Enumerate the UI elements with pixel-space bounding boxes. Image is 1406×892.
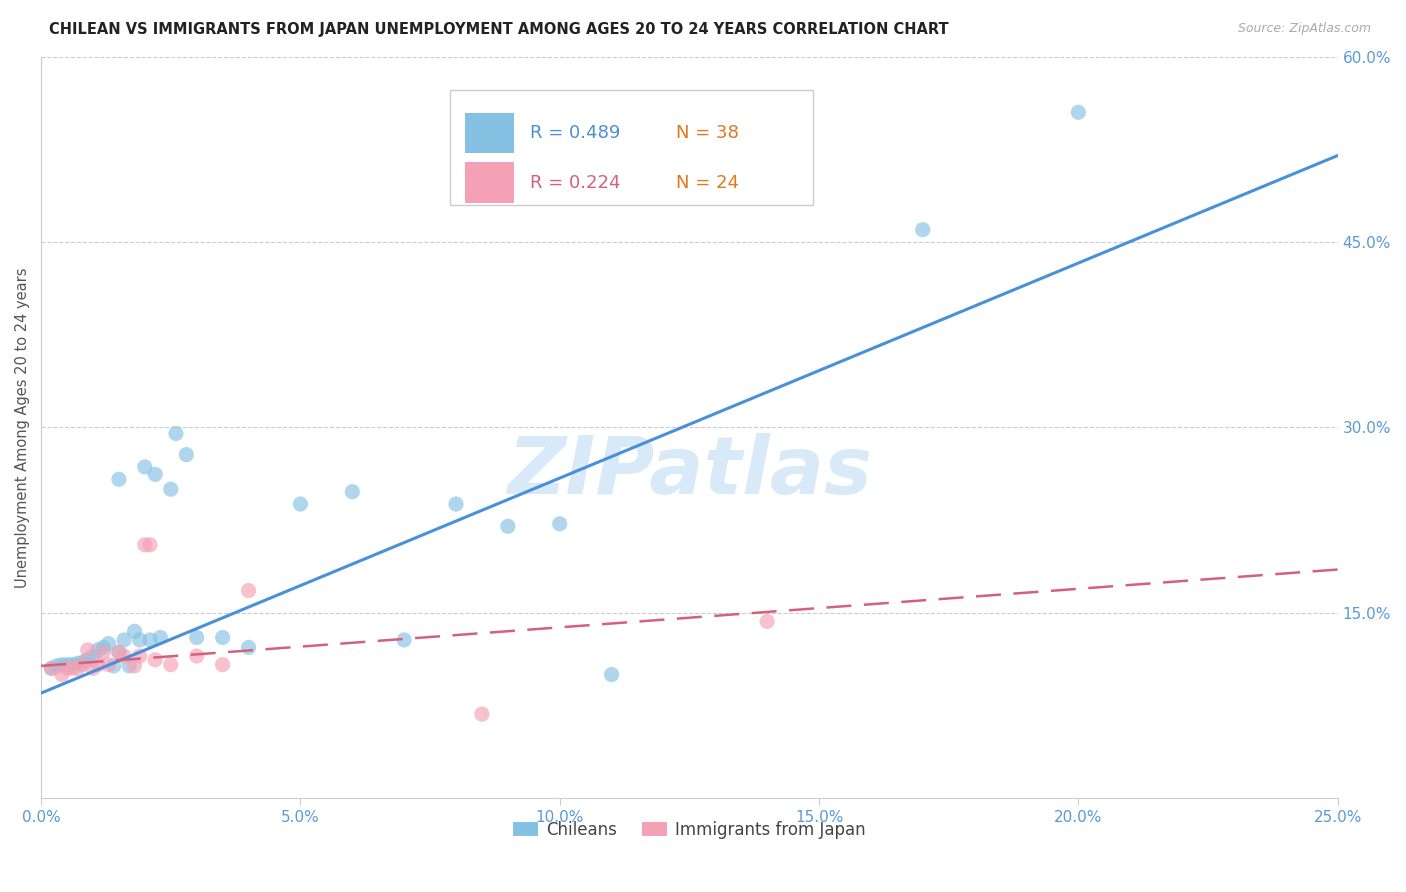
Immigrants from Japan <box>60 661 83 675</box>
Chileans <box>186 631 208 645</box>
Chileans <box>72 655 94 669</box>
Chileans <box>165 426 187 441</box>
Immigrants from Japan <box>76 643 98 657</box>
Chileans <box>103 659 125 673</box>
Chileans <box>41 661 63 675</box>
Chileans <box>1067 105 1090 120</box>
Chileans <box>342 484 364 499</box>
Immigrants from Japan <box>471 707 494 722</box>
Chileans <box>444 497 467 511</box>
Immigrants from Japan <box>134 538 156 552</box>
Text: Source: ZipAtlas.com: Source: ZipAtlas.com <box>1237 22 1371 36</box>
Immigrants from Japan <box>143 653 166 667</box>
Text: N = 38: N = 38 <box>676 124 740 142</box>
Immigrants from Japan <box>159 657 181 672</box>
Chileans <box>93 640 115 655</box>
Legend: Chileans, Immigrants from Japan: Chileans, Immigrants from Japan <box>506 814 873 846</box>
Chileans <box>60 657 83 672</box>
Immigrants from Japan <box>112 648 135 663</box>
Chileans <box>76 653 98 667</box>
Chileans <box>211 631 233 645</box>
Chileans <box>159 482 181 496</box>
Chileans <box>87 643 110 657</box>
Chileans <box>45 659 67 673</box>
Chileans <box>392 632 415 647</box>
Chileans <box>51 657 73 672</box>
Chileans <box>66 657 89 671</box>
Chileans <box>496 519 519 533</box>
Immigrants from Japan <box>87 657 110 672</box>
Chileans <box>139 632 162 647</box>
Text: R = 0.224: R = 0.224 <box>530 174 620 192</box>
Immigrants from Japan <box>756 615 779 629</box>
Immigrants from Japan <box>51 667 73 681</box>
Chileans <box>149 631 172 645</box>
Chileans <box>124 624 146 639</box>
Chileans <box>128 632 150 647</box>
Y-axis label: Unemployment Among Ages 20 to 24 years: Unemployment Among Ages 20 to 24 years <box>15 268 30 588</box>
Immigrants from Japan <box>41 661 63 675</box>
Chileans <box>290 497 312 511</box>
Immigrants from Japan <box>139 538 162 552</box>
Text: R = 0.489: R = 0.489 <box>530 124 620 142</box>
Chileans <box>97 637 120 651</box>
FancyBboxPatch shape <box>465 162 515 203</box>
Chileans <box>176 448 198 462</box>
Text: ZIPatlas: ZIPatlas <box>508 433 872 511</box>
Immigrants from Japan <box>128 648 150 663</box>
Immigrants from Japan <box>66 661 89 675</box>
Text: CHILEAN VS IMMIGRANTS FROM JAPAN UNEMPLOYMENT AMONG AGES 20 TO 24 YEARS CORRELAT: CHILEAN VS IMMIGRANTS FROM JAPAN UNEMPLO… <box>49 22 949 37</box>
Chileans <box>911 222 934 236</box>
Immigrants from Japan <box>93 645 115 659</box>
Chileans <box>134 459 156 474</box>
Chileans <box>112 632 135 647</box>
Chileans <box>548 516 571 531</box>
Chileans <box>118 659 141 673</box>
Immigrants from Japan <box>108 645 131 659</box>
Immigrants from Japan <box>56 661 79 675</box>
Text: N = 24: N = 24 <box>676 174 740 192</box>
Chileans <box>600 667 623 681</box>
Immigrants from Japan <box>97 657 120 672</box>
Immigrants from Japan <box>186 648 208 663</box>
Immigrants from Japan <box>72 657 94 672</box>
Chileans <box>238 640 260 655</box>
Chileans <box>108 472 131 486</box>
Chileans <box>56 657 79 672</box>
FancyBboxPatch shape <box>450 90 813 205</box>
Immigrants from Japan <box>124 659 146 673</box>
Immigrants from Japan <box>238 583 260 598</box>
FancyBboxPatch shape <box>465 112 515 153</box>
Immigrants from Japan <box>211 657 233 672</box>
Immigrants from Japan <box>82 661 104 675</box>
Chileans <box>82 648 104 663</box>
Chileans <box>143 467 166 482</box>
Chileans <box>108 645 131 659</box>
